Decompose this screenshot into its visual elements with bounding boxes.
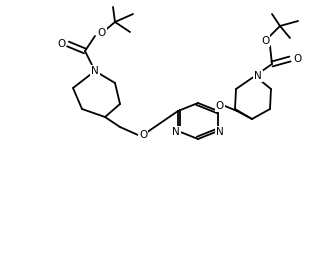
Text: N: N	[91, 66, 99, 76]
Text: O: O	[139, 130, 147, 140]
Text: N: N	[216, 127, 224, 137]
Text: N: N	[254, 71, 262, 81]
Text: O: O	[293, 54, 301, 64]
Text: O: O	[216, 101, 224, 111]
Text: O: O	[57, 39, 65, 49]
Text: N: N	[172, 127, 180, 137]
Text: O: O	[98, 28, 106, 38]
Text: O: O	[261, 36, 269, 46]
